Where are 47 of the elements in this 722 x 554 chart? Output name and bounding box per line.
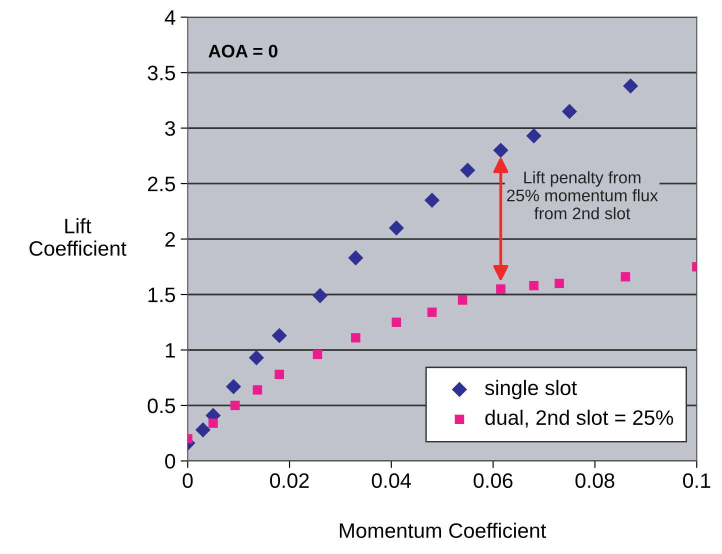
y-tick-label: 3 [165, 121, 175, 136]
annotation: Lift penalty from 25% momentum flux from 2nd slot [507, 171, 658, 220]
point [620, 272, 630, 282]
y-tick-label: 2 [165, 232, 175, 247]
x-tick-label: 0.08 [575, 473, 614, 488]
y-tick-label: 0 [165, 454, 176, 469]
x-axis-title: Momentum Coefficient [340, 522, 546, 538]
point [622, 78, 638, 94]
point [424, 192, 440, 208]
point [496, 284, 506, 294]
y-tick-label: 2.5 [148, 176, 176, 192]
y-tick-label: 1.5 [148, 288, 176, 302]
legend-label: single slot [485, 380, 577, 400]
point [208, 418, 218, 428]
legend-label: dual, 2nd slot = 25% [485, 410, 674, 428]
y-tick-label: 4 [164, 10, 176, 25]
point [230, 400, 240, 410]
point [460, 162, 476, 178]
point [351, 333, 360, 342]
point [252, 385, 262, 395]
point [427, 308, 437, 317]
point [348, 250, 364, 266]
point [493, 142, 508, 158]
x-tick-label: 0.1 [683, 473, 710, 488]
point [272, 328, 287, 344]
x-tick-label: 0.02 [270, 473, 309, 488]
point [458, 295, 468, 305]
point [392, 318, 402, 327]
point [562, 104, 578, 120]
point [248, 350, 264, 366]
y-tick-label: 1 [166, 343, 175, 358]
point [529, 280, 539, 290]
point [226, 378, 242, 394]
annotation: AOA = 0 [208, 44, 278, 58]
point [312, 288, 328, 304]
point [195, 422, 211, 438]
point [274, 370, 284, 380]
y-tick-label: 3.5 [148, 66, 176, 80]
x-tick-label: 0.06 [474, 473, 512, 488]
x-tick-label: 0.04 [372, 473, 411, 488]
point [526, 128, 542, 144]
point [554, 278, 564, 288]
point [312, 350, 322, 360]
y-tick-label: 0.5 [148, 398, 176, 414]
y-axis-title: Lift Coefficient [30, 218, 126, 256]
point [388, 220, 404, 236]
x-tick-label: 0 [182, 473, 193, 488]
